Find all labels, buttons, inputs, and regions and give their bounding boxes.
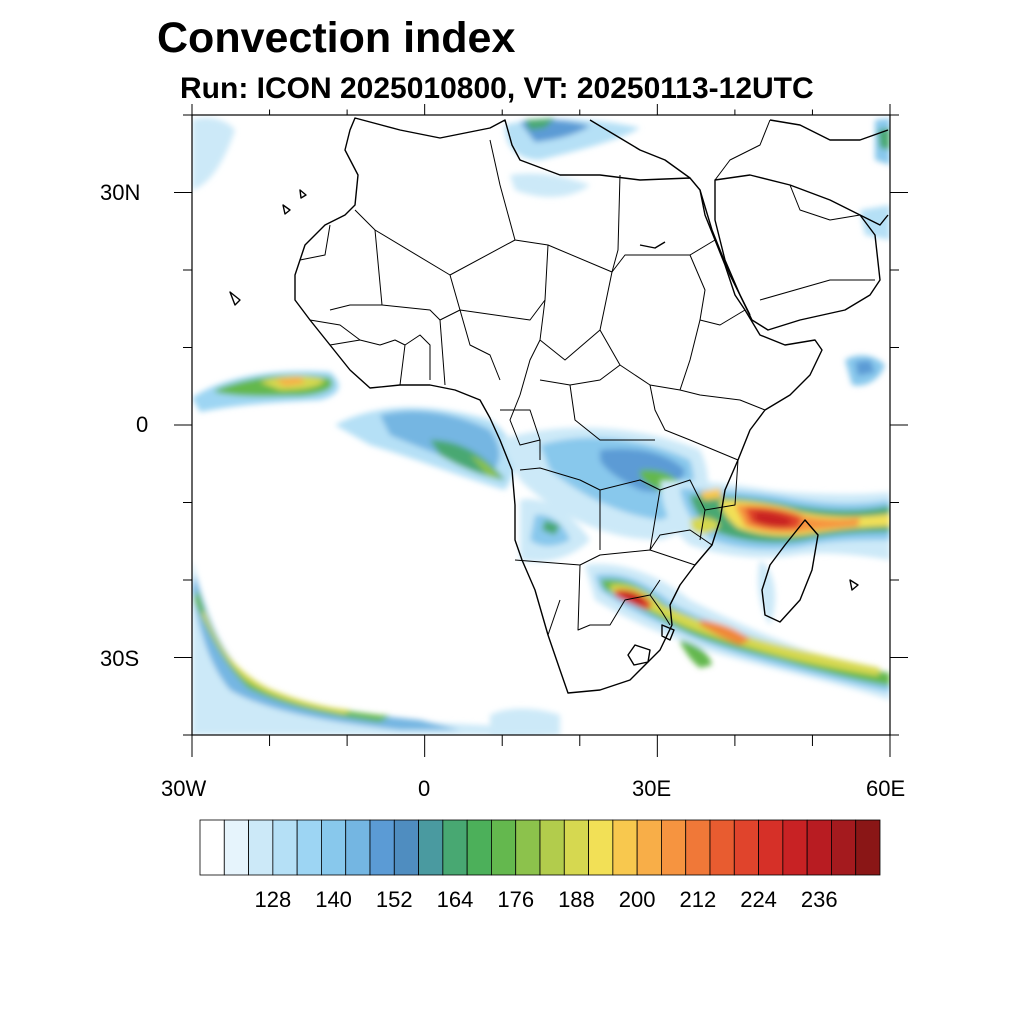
colorbar-swatch (685, 819, 711, 876)
colorbar-swatch (223, 819, 249, 876)
lon-label-0: 0 (418, 776, 431, 801)
colorbar-swatch (831, 819, 857, 876)
colorbar-swatch (709, 819, 735, 876)
coastlines (229, 117, 889, 694)
convection-south-atlantic-band (192, 560, 560, 735)
colorbar-tick-label: 176 (497, 887, 535, 912)
colorbar-swatch (636, 819, 662, 876)
colorbar-tick-label: 164 (436, 887, 474, 912)
cyclone-band-madagascar-channel (660, 480, 890, 560)
lat-label-30n: 30N (100, 180, 141, 205)
colorbar-swatch (491, 819, 517, 876)
colorbar-swatch (515, 819, 541, 876)
colorbar-swatch (321, 819, 347, 876)
colorbar-swatch (806, 819, 832, 876)
lat-label-0: 0 (136, 412, 149, 437)
map-frame (191, 114, 891, 736)
colorbar-swatch (393, 819, 419, 876)
convection-north-patches (192, 117, 890, 735)
axis-ticks (174, 104, 908, 757)
colorbar-tick-label: 128 (254, 887, 292, 912)
colorbar-swatch (296, 819, 322, 876)
colorbar-swatch (248, 819, 274, 876)
colorbar-swatch (733, 819, 759, 876)
colorbar-swatch (418, 819, 444, 876)
colorbar-swatch (466, 819, 492, 876)
colorbar-tick-label: 236 (800, 887, 838, 912)
colorbar-swatch (612, 819, 638, 876)
convection-field (192, 117, 890, 735)
colorbar-tick-label: 188 (558, 887, 595, 912)
red-sea-east (699, 189, 751, 316)
colorbar-swatch (442, 819, 468, 876)
chart-title: Convection index (157, 14, 516, 62)
colorbar-swatch (588, 819, 614, 876)
madagascar-coast (761, 519, 819, 623)
colorbar-swatch (345, 819, 371, 876)
convection-southern-africa (585, 564, 890, 700)
colorbar-swatch (199, 819, 225, 876)
colorbar-swatch (855, 819, 881, 876)
colorbar-tick-label: 152 (375, 887, 413, 912)
colorbar-swatch (758, 819, 784, 876)
colorbar-swatch (369, 819, 395, 876)
colorbar (199, 819, 881, 876)
colorbar-tick-label: 224 (740, 887, 777, 912)
colorbar-swatch (272, 819, 298, 876)
run-subtitle: Run: ICON 2025010800, VT: 20250113-12UTC (180, 72, 814, 105)
country-borders (299, 119, 875, 636)
colorbar-tick-label: 200 (618, 887, 656, 912)
lat-label-30s: 30S (100, 646, 140, 671)
arabia-coast (714, 174, 881, 331)
convection-gulf-of-guinea (192, 371, 339, 412)
colorbar-swatch (539, 819, 565, 876)
colorbar-swatch (563, 819, 589, 876)
colorbar-tick-label: 140 (315, 887, 352, 912)
colorbar-swatch (782, 819, 808, 876)
lon-label-60e: 60E (866, 776, 906, 801)
lon-label-30w: 30W (161, 776, 207, 801)
africa-coastline (294, 117, 823, 694)
colorbar-tick-label: 212 (679, 887, 717, 912)
lon-label-30e: 30E (632, 776, 672, 801)
colorbar-swatch (661, 819, 687, 876)
